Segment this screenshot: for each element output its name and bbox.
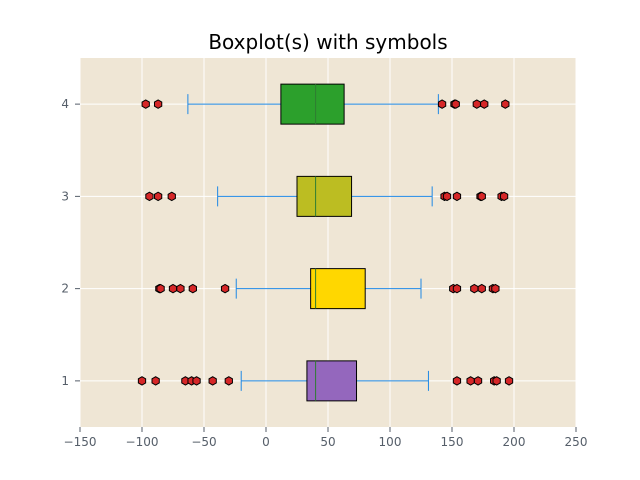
outlier-point — [452, 376, 462, 386]
outlier-point — [452, 283, 462, 294]
box-group-4 — [141, 83, 510, 125]
outlier-point — [208, 376, 217, 386]
x-tick-label: −150 — [64, 435, 97, 449]
outlier-point — [220, 283, 230, 294]
outlier-point — [156, 283, 165, 294]
outlier-point — [192, 376, 201, 386]
outlier-point — [224, 376, 233, 386]
box-group-1 — [137, 360, 514, 402]
outlier-point — [501, 99, 510, 109]
x-tick-label: 150 — [441, 435, 464, 449]
chart-title: Boxplot(s) with symbols — [208, 30, 447, 54]
box-iqr — [280, 83, 345, 125]
outlier-point — [437, 99, 447, 109]
y-tick-label: 2 — [61, 282, 69, 296]
x-tick-label: −100 — [126, 435, 159, 449]
outlier-point — [491, 283, 500, 294]
outlier-point — [168, 283, 178, 294]
outlier-point — [492, 376, 501, 386]
outlier-point — [504, 376, 514, 386]
x-tick-label: 100 — [379, 435, 402, 449]
outlier-point — [452, 191, 462, 202]
outlier-point — [480, 99, 489, 109]
outlier-point — [137, 376, 147, 386]
outlier-point — [470, 283, 479, 294]
box-group-2 — [155, 268, 500, 310]
outlier-point — [141, 99, 150, 109]
axes: −150 −100 −50 0 50 100 150 200 250 1 2 3 4 — [61, 97, 587, 449]
outlier-point — [473, 376, 483, 386]
outlier-point — [451, 99, 460, 109]
box-iqr — [296, 175, 353, 217]
outlier-point — [188, 283, 197, 294]
x-tick-label: 50 — [320, 435, 335, 449]
outlier-point — [442, 191, 452, 202]
box-group-3 — [145, 175, 509, 217]
box-iqr — [306, 360, 358, 402]
y-tick-label: 1 — [61, 374, 69, 388]
outlier-point — [466, 376, 475, 386]
outlier-point — [472, 99, 481, 109]
outlier-point — [145, 191, 154, 202]
x-tick-label: 250 — [565, 435, 588, 449]
outlier-point — [499, 191, 509, 202]
outlier-point — [477, 191, 486, 202]
y-tick-label: 4 — [61, 97, 69, 111]
x-tick-label: −50 — [191, 435, 216, 449]
outlier-point — [153, 99, 163, 109]
x-tick-label: 200 — [503, 435, 526, 449]
outlier-point — [153, 191, 163, 202]
y-tick-label: 3 — [61, 189, 69, 203]
outlier-point — [167, 191, 176, 202]
outlier-point — [477, 283, 486, 294]
outlier-point — [176, 283, 185, 294]
outlier-point — [151, 376, 160, 386]
box-series — [137, 83, 514, 402]
box-iqr — [310, 268, 366, 310]
x-tick-label: 0 — [262, 435, 270, 449]
